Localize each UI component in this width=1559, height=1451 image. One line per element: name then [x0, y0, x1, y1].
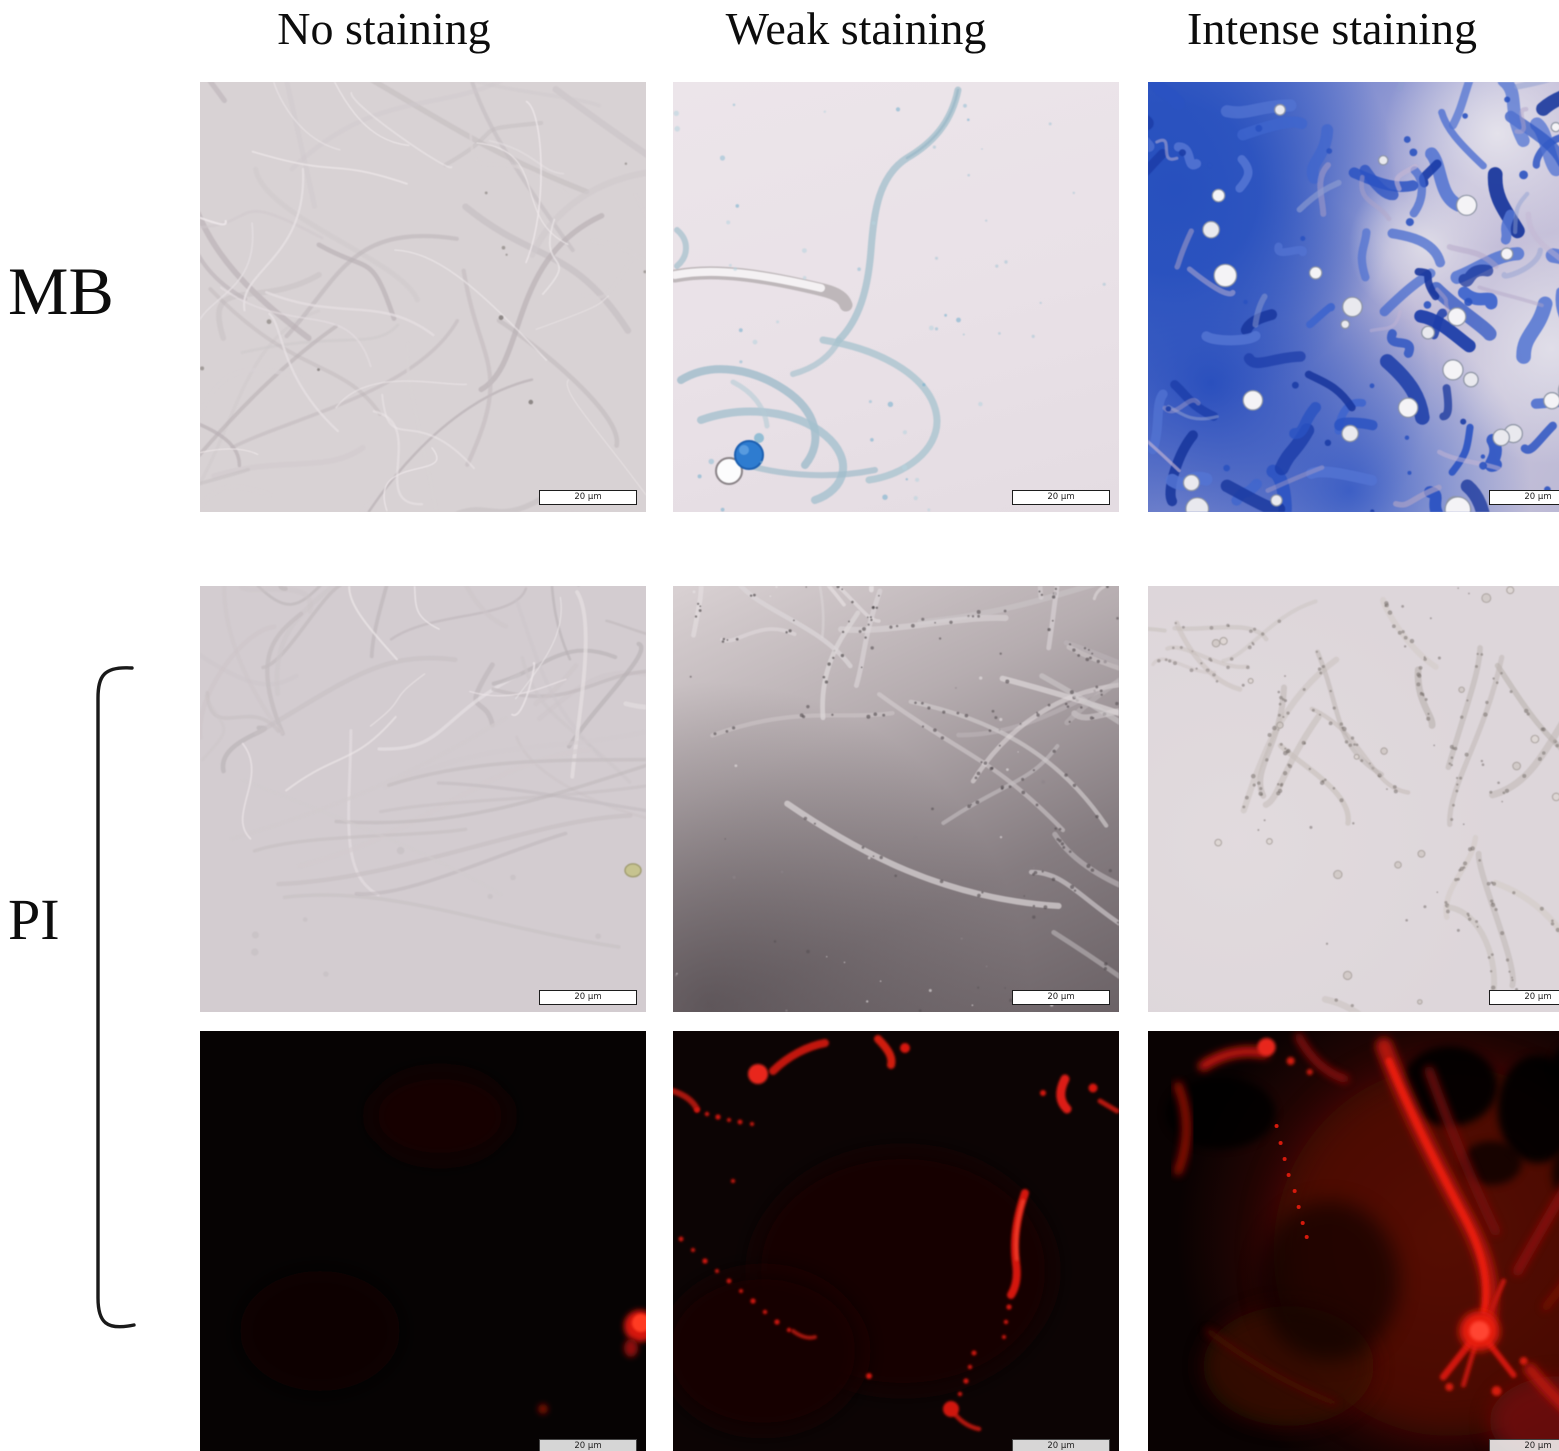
- scale-bar-label: 20 μm: [1524, 992, 1552, 1003]
- fluorescence-drawing: [240, 1071, 646, 1414]
- micrograph-mb-intense-staining: 20 μm: [1148, 82, 1559, 512]
- micrograph-pi-fluorescence-intense-staining: 20 μm: [1148, 1031, 1559, 1451]
- hyphae-drawing: [1148, 586, 1559, 1012]
- scale-bar: 20 μm: [539, 990, 637, 1005]
- scale-bar: 20 μm: [1012, 490, 1110, 505]
- hyphae-drawing: [200, 586, 646, 977]
- micrograph-mb-weak-staining: 20 μm: [673, 82, 1119, 512]
- hyphae-drawing: [673, 86, 1106, 512]
- red-dot: [538, 1404, 548, 1414]
- scale-bar: 20 μm: [1012, 1439, 1110, 1451]
- scale-bar-label: 20 μm: [1047, 492, 1075, 503]
- clear-sphere: [715, 457, 743, 485]
- column-header-weak-staining: Weak staining: [725, 3, 987, 54]
- scale-bar-label: 20 μm: [574, 992, 602, 1003]
- hyphae-drawing: [200, 82, 646, 512]
- scale-bar: 20 μm: [1012, 990, 1110, 1005]
- scale-bar: 20 μm: [1489, 490, 1559, 505]
- row-label-pi: PI: [8, 887, 60, 952]
- column-header-intense-staining: Intense staining: [1187, 3, 1477, 54]
- debris-particle: [624, 863, 642, 878]
- scale-bar-label: 20 μm: [574, 1441, 602, 1451]
- hyphae-drawing: [1148, 82, 1559, 512]
- blue-sphere: [734, 440, 764, 470]
- micrograph-pi-fluorescence-no-staining: 20 μm: [200, 1031, 646, 1451]
- scale-bar: 20 μm: [1489, 1439, 1559, 1451]
- micrograph-pi-brightfield-intense-staining: 20 μm: [1148, 586, 1559, 1012]
- scale-bar-label: 20 μm: [1524, 492, 1552, 503]
- scale-bar: 20 μm: [1489, 990, 1559, 1005]
- micrograph-mb-no-staining: 20 μm: [200, 82, 646, 512]
- scale-bar-label: 20 μm: [1047, 992, 1075, 1003]
- scale-bar: 20 μm: [539, 490, 637, 505]
- scale-bar-label: 20 μm: [1524, 1441, 1552, 1451]
- column-header-no-staining: No staining: [277, 3, 491, 54]
- scale-bar-label: 20 μm: [1047, 1441, 1075, 1451]
- micrograph-pi-brightfield-weak-staining: 20 μm: [673, 586, 1119, 1012]
- micrograph-pi-brightfield-no-staining: 20 μm: [200, 586, 646, 1012]
- scale-bar: 20 μm: [539, 1439, 637, 1451]
- micrograph-pi-fluorescence-weak-staining: 20 μm: [673, 1031, 1119, 1451]
- fluorescence-drawing: [1165, 1033, 1559, 1451]
- fluorescence-drawing: [673, 1035, 1119, 1432]
- row-label-mb: MB: [8, 253, 114, 329]
- pi-group-bracket: [96, 666, 136, 1329]
- scale-bar-label: 20 μm: [574, 492, 602, 503]
- hyphae-drawing: [674, 586, 1119, 1012]
